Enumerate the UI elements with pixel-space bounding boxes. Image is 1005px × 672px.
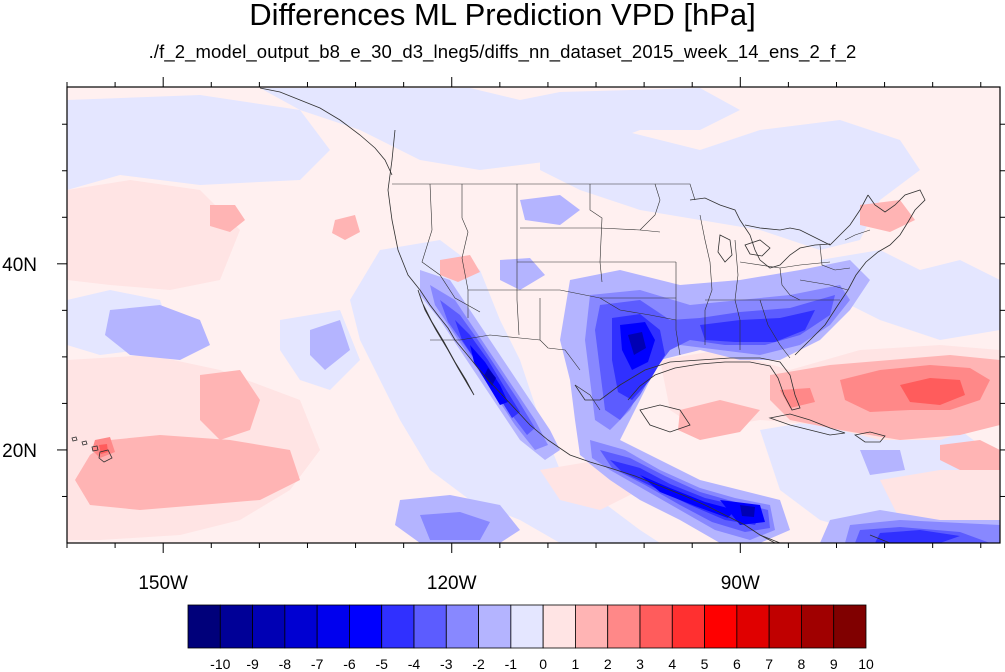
colorbar-box [833, 604, 867, 649]
colorbar-label: -3 [440, 656, 453, 672]
plot-subtitle: ./f_2_model_output_b8_e_30_d3_lneg5/diff… [148, 41, 857, 62]
colorbar-label: 5 [701, 656, 709, 672]
colorbar-label: 2 [604, 656, 612, 672]
colorbar-label: 0 [539, 656, 547, 672]
difference-field [67, 88, 1000, 543]
colorbar-label: 3 [636, 656, 644, 672]
colorbar-box [187, 604, 221, 649]
colorbar-box [575, 604, 609, 649]
colorbar-box [671, 604, 705, 649]
axis-ticks [57, 77, 1005, 553]
colorbar-label: -9 [246, 656, 259, 672]
x-tick-label: 90W [721, 573, 760, 594]
colorbar-box [768, 604, 802, 649]
coastlines [71, 87, 926, 543]
colorbar-box [219, 604, 253, 649]
colorbar-box [413, 604, 447, 649]
colorbar-box [736, 604, 770, 649]
colorbar-label: -6 [343, 656, 356, 672]
y-tick-label: 20N [2, 441, 37, 462]
colorbar-label: -8 [279, 656, 292, 672]
map-frame [66, 86, 1001, 544]
colorbar-box [801, 604, 835, 649]
colorbar-box [252, 604, 286, 649]
colorbar-box [704, 604, 738, 649]
colorbar-box [607, 604, 641, 649]
colorbar-box [478, 604, 512, 649]
colorbar-label: -4 [408, 656, 421, 672]
colorbar-label: 10 [858, 656, 874, 672]
colorbar-box [510, 604, 544, 649]
colorbar-label: 1 [572, 656, 580, 672]
colorbar-label: -5 [375, 656, 388, 672]
colorbar-box [445, 604, 479, 649]
colorbar-label: 9 [830, 656, 838, 672]
colorbar-box [316, 604, 350, 649]
colorbar-box [284, 604, 318, 649]
colorbar-box [349, 604, 383, 649]
colorbar-label: 6 [733, 656, 741, 672]
colorbar-box [381, 604, 415, 649]
plot-title: Differences ML Prediction VPD [hPa] [249, 0, 756, 32]
y-tick-label: 40N [2, 255, 37, 276]
colorbar: -10 -9 -8 -7 -6 -5 -4 -3 -2 -1 0 1 2 3 4 5 6 7 8 9 10 [187, 604, 874, 672]
x-tick-label: 150W [138, 573, 188, 594]
colorbar-label: 4 [668, 656, 676, 672]
colorbar-label: -2 [472, 656, 485, 672]
axis-tick-labels: 150W 120W 90W 40N 20N [2, 255, 760, 594]
colorbar-box [542, 604, 576, 649]
colorbar-box [639, 604, 673, 649]
colorbar-label: -1 [505, 656, 518, 672]
field-band-neg8 [484, 332, 755, 517]
colorbar-label: 8 [798, 656, 806, 672]
colorbar-label: -10 [210, 656, 230, 672]
map-area: 150W 120W 90W 40N 20N [2, 77, 1005, 594]
political-boundaries [392, 183, 871, 411]
colorbar-label: 7 [765, 656, 773, 672]
x-tick-label: 120W [427, 573, 477, 594]
colorbar-label: -7 [311, 656, 324, 672]
